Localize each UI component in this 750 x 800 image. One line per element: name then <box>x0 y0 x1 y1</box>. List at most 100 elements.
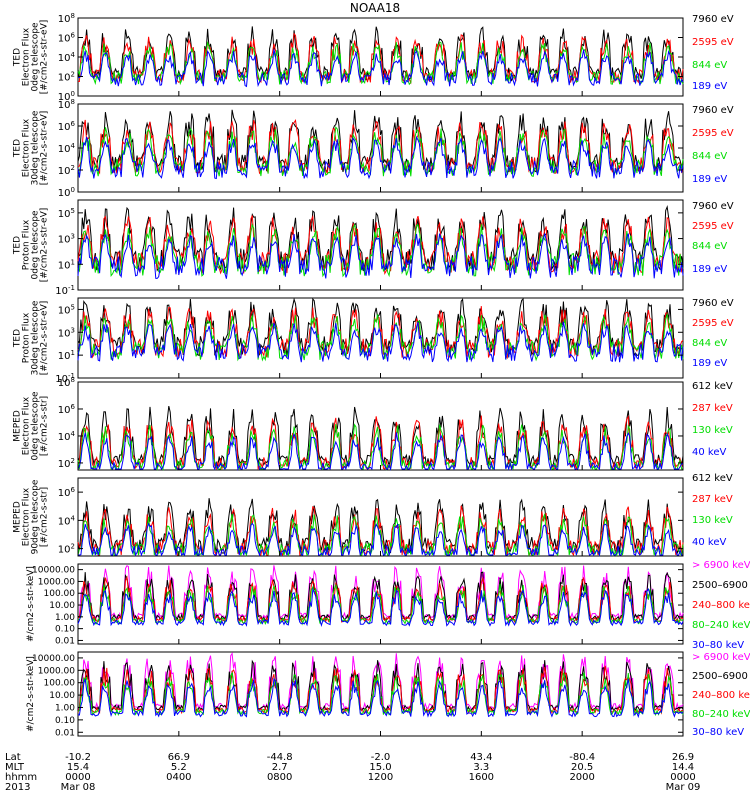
y-tick-label: 100.00 <box>44 589 76 599</box>
y-tick-label: 103 <box>58 326 75 339</box>
y-tick-label: 10.00 <box>49 691 75 701</box>
x-tick-label: 3.3 <box>473 762 489 773</box>
x-tick-label: 66.9 <box>168 752 190 763</box>
y-tick-label: 103 <box>58 233 75 246</box>
y-axis-label-line: Electron Flux <box>22 27 32 86</box>
y-tick-label: 0.10 <box>55 625 75 635</box>
figure-title: NOAA18 <box>350 1 400 15</box>
y-tick-exponent: 4 <box>71 142 76 150</box>
series-trace <box>77 297 684 357</box>
y-tick-label: 1.00 <box>55 703 75 713</box>
legend-entry: 189 eV <box>692 174 727 185</box>
y-tick-exponent: 5 <box>71 303 75 311</box>
y-axis-label: TEDProton Flux0deg telescope[#/cm2-s-str… <box>13 208 50 283</box>
legend-entry: 80–240 keV <box>692 620 750 631</box>
y-tick-label: 100.00 <box>44 679 76 689</box>
legend-entry: 7960 eV <box>692 298 734 309</box>
y-tick-label: 101 <box>58 349 75 362</box>
x-tick-label: 0000 <box>670 772 695 783</box>
y-axis-label-line: [#/cm2-s-str] <box>40 487 50 547</box>
y-tick-label: 10000.00 <box>32 654 75 664</box>
series-trace <box>77 583 684 626</box>
x-tick-label: 0000 <box>65 772 90 783</box>
legend-entry: 612 keV <box>692 381 733 392</box>
y-axis-label-line: TED <box>13 48 23 67</box>
x-row-label: 2013 <box>5 782 30 793</box>
y-tick-label: 106 <box>58 32 76 45</box>
x-tick-label: -2.0 <box>371 752 391 763</box>
x-tick-label: 15.4 <box>67 762 89 773</box>
y-tick-exponent: 8 <box>71 376 75 384</box>
x-row-label: hhmm <box>5 772 37 783</box>
y-tick-exponent: 3 <box>71 326 75 334</box>
y-tick-label: 104 <box>58 430 76 443</box>
panel-6: 102 104 106 MEPEDElectron Flux90deg telesco… <box>13 473 733 557</box>
y-axis-label-line: TED <box>13 139 23 158</box>
y-tick-label: 0.10 <box>55 716 75 726</box>
legend-entry: 844 eV <box>692 60 727 71</box>
y-tick-label: 104 <box>58 514 76 527</box>
y-tick-exponent: -1 <box>68 284 75 292</box>
y-tick-exponent: 4 <box>71 430 76 438</box>
series-trace <box>77 40 684 86</box>
legend-entry: 2500–6900 <box>692 580 748 591</box>
y-tick-exponent: 4 <box>71 514 76 522</box>
y-axis-label-line: 0deg telescope <box>31 22 41 92</box>
legend-entry: 2595 eV <box>692 37 734 48</box>
y-tick-label: 104 <box>58 51 76 64</box>
x-tick-label: 1200 <box>368 772 393 783</box>
x-tick-label: 0400 <box>166 772 191 783</box>
series-trace <box>77 321 684 363</box>
series-trace <box>77 119 684 175</box>
x-row-label: MLT <box>5 762 25 773</box>
x-tick-label: 2.7 <box>272 762 288 773</box>
y-tick-label: 102 <box>58 71 75 84</box>
series-trace <box>77 32 684 85</box>
legend-entry: 7960 eV <box>692 201 734 212</box>
y-tick-exponent: 6 <box>71 486 76 494</box>
legend-entry: 844 eV <box>692 241 727 252</box>
y-axis-label: TEDProton Flux30deg telescope[#/cm2-s-st… <box>13 300 50 375</box>
y-axis-label-line: TED <box>13 329 23 348</box>
y-tick-label: 108 <box>58 376 75 389</box>
y-tick-exponent: 0 <box>71 186 75 194</box>
panel-frame <box>77 103 684 193</box>
x-tick-label: -80.4 <box>569 752 595 763</box>
x-tick-label: 0800 <box>267 772 292 783</box>
legend-entry: > 6900 keV <box>692 652 750 663</box>
y-tick-exponent: 8 <box>71 98 75 106</box>
y-axis-label-line: [#/cm2-s-str-eV] <box>40 111 50 186</box>
legend-entry: 130 keV <box>692 515 733 526</box>
y-axis-label-line: 30deg telescope <box>31 110 41 185</box>
legend-entry: 7960 eV <box>692 14 734 25</box>
y-tick-label: 0.01 <box>55 636 75 646</box>
y-tick-label: 100 <box>58 186 75 199</box>
y-axis-label-line: MEPED <box>13 501 23 533</box>
y-axis-label-line: [#/cm2-s-str-eV] <box>40 301 50 376</box>
x-tick-label: 5.2 <box>171 762 187 773</box>
legend-entry: 30–80 keV <box>692 727 744 738</box>
x-tick-label: 20.5 <box>571 762 593 773</box>
y-tick-label: 106 <box>58 486 76 499</box>
series-trace <box>77 587 684 628</box>
legend-entry: 189 eV <box>692 81 727 92</box>
panel-5: 102 104 106 108 MEPEDElectron Flux0deg teles… <box>13 376 733 471</box>
y-tick-exponent: 3 <box>71 233 75 241</box>
y-axis-label: #/cm2-s-str-keV] <box>26 656 36 732</box>
y-axis-label-line: Proton Flux <box>22 312 32 363</box>
x-tick-label: 1600 <box>469 772 494 783</box>
legend-entry: 2500–6900 <box>692 671 748 682</box>
series-trace <box>77 109 684 174</box>
y-axis-label-line: Electron Flux <box>22 487 32 546</box>
y-tick-label: 106 <box>58 403 76 416</box>
y-axis-label: MEPEDElectron Flux0deg telescope[#/cm2-s… <box>13 391 50 461</box>
y-axis-label-line: 30deg telescope <box>31 300 41 375</box>
legend-entry: 130 keV <box>692 425 733 436</box>
y-tick-exponent: 6 <box>71 120 76 128</box>
legend-entry: 189 eV <box>692 264 727 275</box>
y-tick-label: 1000.00 <box>38 577 75 587</box>
y-axis-label: #/cm2-s-str-keV] <box>26 566 36 642</box>
y-tick-label: 108 <box>58 98 75 111</box>
y-axis-label-line: [#/cm2-s-str] <box>40 396 50 456</box>
x-tick-label: 26.9 <box>672 752 694 763</box>
